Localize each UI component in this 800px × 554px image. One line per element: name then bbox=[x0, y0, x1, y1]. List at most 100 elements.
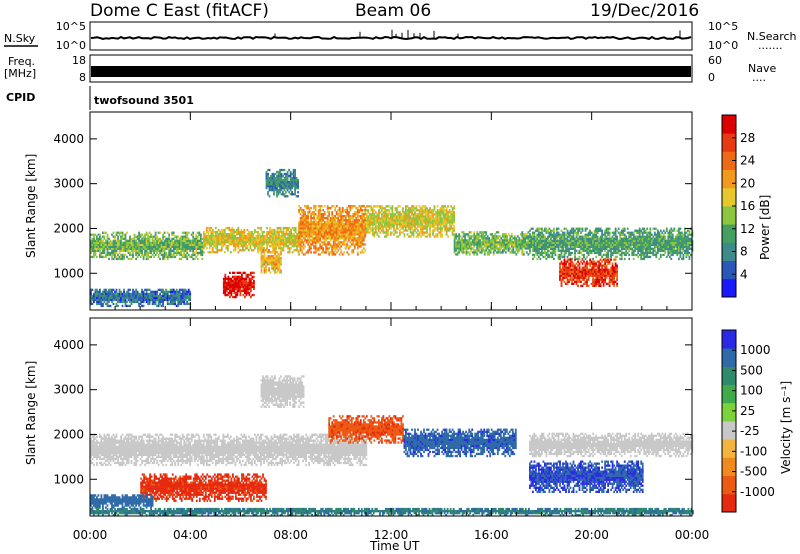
echo-cell bbox=[248, 281, 251, 285]
echo-cell bbox=[592, 247, 594, 250]
echo-cell bbox=[545, 245, 548, 248]
echo-cell bbox=[501, 249, 504, 252]
echo-cell bbox=[479, 243, 482, 246]
echo-cell bbox=[421, 225, 424, 228]
echo-cell bbox=[317, 213, 320, 216]
echo-cell bbox=[217, 235, 220, 238]
echo-cell bbox=[563, 270, 566, 273]
echo-cell bbox=[233, 249, 235, 252]
echo-cell bbox=[662, 229, 665, 232]
echo-cell bbox=[631, 237, 634, 240]
echo-cell bbox=[130, 241, 133, 244]
echo-cell bbox=[397, 211, 400, 214]
echo-cell bbox=[305, 239, 308, 242]
echo-cell bbox=[577, 274, 579, 277]
echo-cell bbox=[453, 215, 455, 218]
echo-cell bbox=[230, 287, 233, 291]
echo-cell bbox=[447, 215, 449, 218]
echo-cell bbox=[171, 233, 174, 236]
echo-cell bbox=[568, 266, 570, 269]
echo-cell bbox=[189, 247, 192, 250]
echo-cell bbox=[462, 239, 465, 242]
echo-cell bbox=[373, 205, 376, 208]
echo-cell bbox=[341, 233, 344, 236]
echo-cell bbox=[447, 205, 449, 208]
echo-cell bbox=[192, 257, 195, 261]
echo-cell bbox=[533, 241, 536, 244]
echo-cell bbox=[120, 243, 122, 246]
echo-cell bbox=[198, 243, 201, 246]
echo-cell bbox=[316, 247, 319, 250]
echo-cell bbox=[314, 231, 317, 234]
echo-cell bbox=[480, 241, 483, 244]
echo-cell bbox=[563, 280, 566, 283]
echo-cell bbox=[368, 223, 371, 226]
echo-cell bbox=[497, 231, 500, 234]
echo-cell bbox=[195, 233, 198, 236]
echo-cell bbox=[370, 227, 373, 230]
echo-cell bbox=[628, 257, 631, 261]
echo-cell bbox=[178, 241, 181, 244]
echo-cell bbox=[486, 237, 489, 240]
echo-cell bbox=[638, 229, 641, 232]
echo-cell bbox=[177, 247, 180, 250]
echo-cell bbox=[581, 241, 584, 244]
echo-cell bbox=[560, 229, 563, 232]
echo-cell bbox=[235, 277, 237, 280]
echo-cell bbox=[325, 249, 328, 252]
echo-cell bbox=[611, 237, 614, 240]
echo-cell bbox=[409, 211, 412, 214]
echo-cell bbox=[248, 283, 251, 287]
echo-cell bbox=[362, 237, 365, 240]
echo-cell bbox=[166, 231, 169, 234]
echo-cell bbox=[464, 251, 466, 254]
echo-cell bbox=[507, 247, 510, 250]
echo-cell bbox=[448, 227, 451, 230]
echo-cell bbox=[690, 253, 692, 257]
echo-cell bbox=[590, 251, 593, 255]
echo-cell bbox=[635, 241, 638, 244]
echo-cell bbox=[583, 278, 585, 281]
echo-cell bbox=[373, 215, 376, 218]
echo-cell bbox=[665, 245, 668, 248]
echo-cell bbox=[667, 245, 670, 248]
echo-cell bbox=[192, 247, 195, 250]
echo-cell bbox=[438, 211, 440, 214]
echo-cell bbox=[674, 241, 677, 244]
power-plot-area bbox=[90, 112, 692, 310]
echo-cell bbox=[542, 251, 545, 255]
echo-cell bbox=[340, 241, 343, 244]
echo-cell bbox=[225, 241, 228, 244]
echo-cell bbox=[565, 262, 567, 265]
echo-cell bbox=[117, 235, 119, 238]
echo-cell bbox=[575, 257, 578, 261]
echo-cell bbox=[566, 245, 569, 248]
echo-cell bbox=[530, 227, 533, 230]
echo-cell bbox=[507, 249, 510, 252]
echo-cell bbox=[376, 221, 379, 224]
echo-cell bbox=[393, 221, 395, 224]
echo-cell bbox=[198, 239, 201, 242]
echo-cell bbox=[393, 233, 395, 236]
echo-cell bbox=[117, 241, 119, 244]
echo-cell bbox=[562, 239, 564, 242]
echo-cell bbox=[165, 245, 168, 248]
beam-title: Beam 06 bbox=[355, 1, 431, 21]
echo-cell bbox=[415, 235, 418, 238]
echo-cell bbox=[163, 257, 166, 261]
echo-cell bbox=[599, 245, 602, 248]
echo-cell bbox=[679, 245, 682, 248]
echo-cell bbox=[444, 209, 446, 212]
echo-cell bbox=[527, 235, 530, 238]
echo-cell bbox=[381, 227, 383, 230]
echo-cell bbox=[574, 247, 576, 250]
echo-cell bbox=[353, 239, 356, 242]
echo-cell bbox=[129, 247, 131, 250]
echo-cell bbox=[656, 233, 659, 236]
echo-cell bbox=[334, 225, 337, 228]
echo-cell bbox=[249, 245, 252, 248]
echo-cell bbox=[234, 239, 237, 242]
echo-cell bbox=[485, 243, 488, 246]
echo-cell bbox=[328, 253, 331, 256]
echo-cell bbox=[118, 245, 121, 248]
